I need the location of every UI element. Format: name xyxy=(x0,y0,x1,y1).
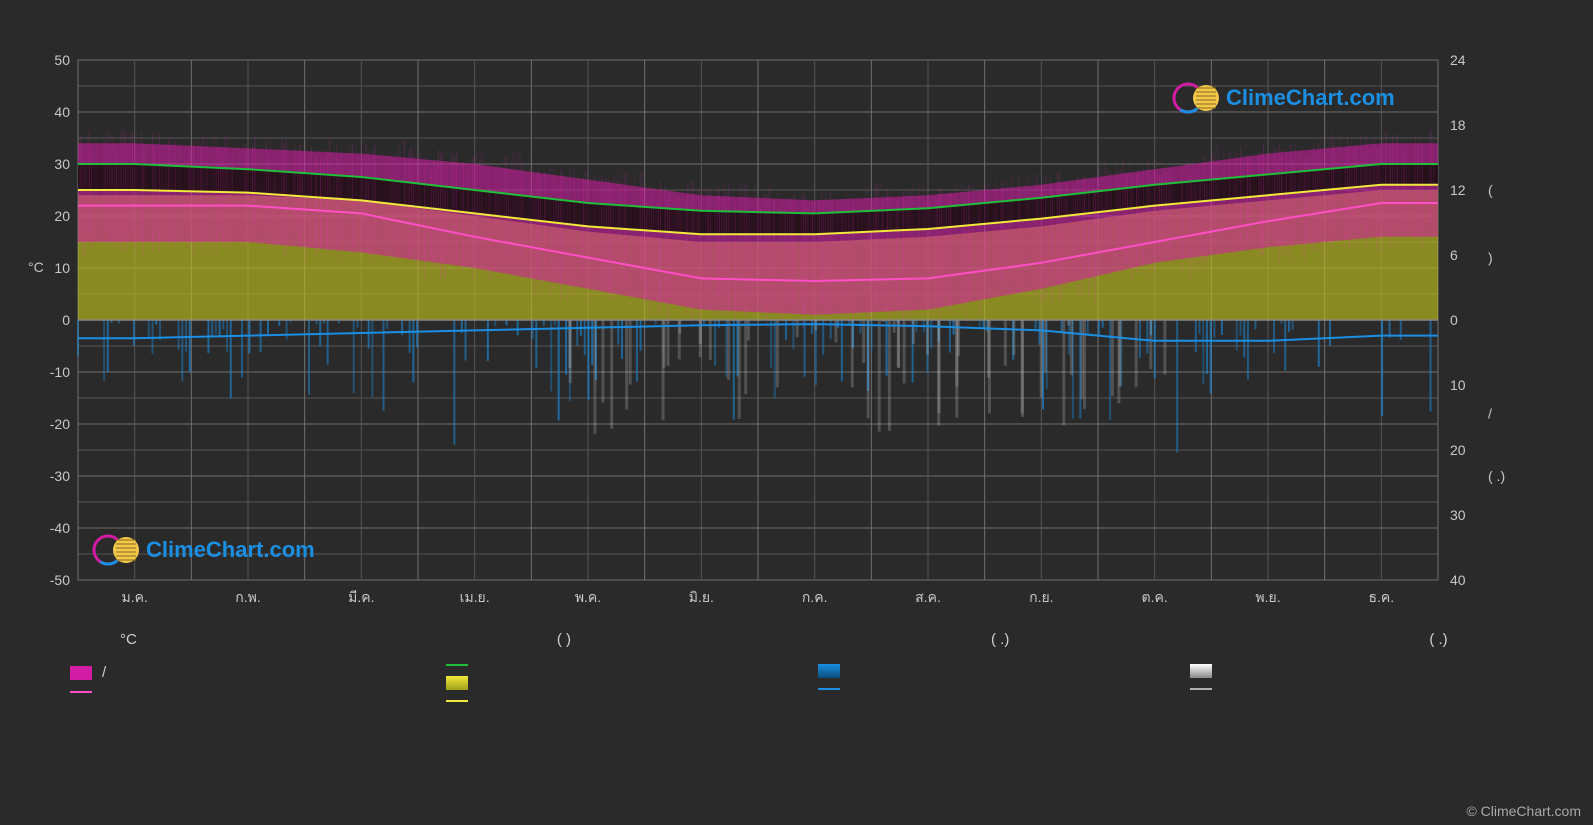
svg-text:/: / xyxy=(1488,406,1492,422)
svg-text:-10: -10 xyxy=(50,364,70,380)
svg-text:-40: -40 xyxy=(50,520,70,536)
svg-text:12: 12 xyxy=(1450,182,1466,198)
svg-text:เม.ย.: เม.ย. xyxy=(460,589,490,605)
svg-text:ClimeChart.com: ClimeChart.com xyxy=(1226,85,1395,110)
svg-text:50: 50 xyxy=(54,52,70,68)
legend-col-rain xyxy=(818,664,850,702)
svg-text:ธ.ค.: ธ.ค. xyxy=(1368,589,1394,605)
humidity-bars xyxy=(570,320,1165,434)
svg-text:ต.ค.: ต.ค. xyxy=(1142,589,1168,605)
svg-text:20: 20 xyxy=(54,208,70,224)
svg-text:10: 10 xyxy=(1450,377,1466,393)
unit-b: ( ) xyxy=(557,631,571,648)
copyright: © ClimeChart.com xyxy=(1466,803,1581,819)
svg-text:ก.พ.: ก.พ. xyxy=(235,589,260,605)
svg-text:24: 24 xyxy=(1450,52,1466,68)
svg-text:-20: -20 xyxy=(50,416,70,432)
unit-c: ( .) xyxy=(991,631,1009,648)
svg-text:-30: -30 xyxy=(50,468,70,484)
svg-text:6: 6 xyxy=(1450,247,1458,263)
svg-text:ก.ค.: ก.ค. xyxy=(802,589,828,605)
units-row: °C ( ) ( .) ( .) xyxy=(120,631,1448,648)
svg-text:0: 0 xyxy=(1450,312,1458,328)
svg-text:ก.ย.: ก.ย. xyxy=(1029,589,1053,605)
brand-logo: ClimeChart.com xyxy=(94,536,315,564)
unit-d: ( .) xyxy=(1429,631,1447,648)
legend-col-sun xyxy=(446,664,478,702)
svg-text:20: 20 xyxy=(1450,442,1466,458)
svg-text:ส.ค.: ส.ค. xyxy=(915,589,941,605)
svg-text:ม.ค.: ม.ค. xyxy=(121,589,147,605)
svg-text:10: 10 xyxy=(54,260,70,276)
svg-text:(: ( xyxy=(1488,182,1493,198)
svg-text:30: 30 xyxy=(1450,507,1466,523)
legend-col-temp-range: / xyxy=(70,664,106,702)
svg-text:มี.ค.: มี.ค. xyxy=(348,589,374,605)
svg-text:มิ.ย.: มิ.ย. xyxy=(689,589,714,605)
svg-text:30: 30 xyxy=(54,156,70,172)
svg-text:40: 40 xyxy=(54,104,70,120)
svg-text:ClimeChart.com: ClimeChart.com xyxy=(146,537,315,562)
svg-text:18: 18 xyxy=(1450,117,1466,133)
svg-text:-50: -50 xyxy=(50,572,70,588)
svg-text:( .): ( .) xyxy=(1488,468,1505,484)
brand-logo: ClimeChart.com xyxy=(1174,84,1395,112)
legend-col-humidity xyxy=(1190,664,1222,702)
svg-text:0: 0 xyxy=(62,312,70,328)
legend-label-range: / xyxy=(102,664,106,681)
svg-text:°C: °C xyxy=(28,259,44,275)
svg-text:พ.ย.: พ.ย. xyxy=(1255,589,1280,605)
svg-text:พ.ค.: พ.ค. xyxy=(575,589,601,605)
svg-text:): ) xyxy=(1488,250,1493,266)
unit-temp: °C xyxy=(120,631,137,648)
legend: / xyxy=(70,664,1222,702)
svg-text:40: 40 xyxy=(1450,572,1466,588)
